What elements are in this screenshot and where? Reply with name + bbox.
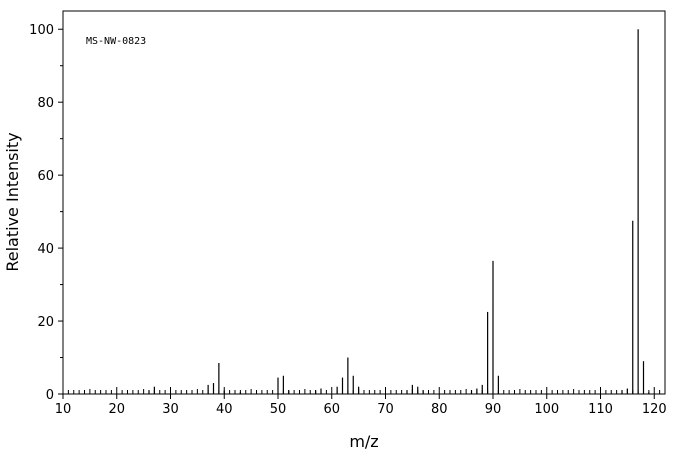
y-tick-label: 20 <box>37 315 54 330</box>
y-tick-label: 0 <box>46 388 54 403</box>
y-axis-ticks: 0 20 40 60 80 100 <box>29 23 63 403</box>
x-tick-label: 80 <box>431 402 448 417</box>
y-axis-title: Relative Intensity <box>3 132 22 271</box>
x-tick-label: 20 <box>108 402 125 417</box>
x-tick-label: 90 <box>485 402 502 417</box>
y-tick-label: 60 <box>37 169 54 184</box>
x-tick-label: 60 <box>323 402 340 417</box>
x-tick-label: 50 <box>270 402 287 417</box>
x-tick-label: 120 <box>642 402 667 417</box>
spectrum-annotation: MS-NW-0823 <box>86 36 146 47</box>
plot-frame <box>62 10 666 395</box>
y-tick-label: 80 <box>37 96 54 111</box>
y-tick-label: 40 <box>37 242 54 257</box>
peak-bars <box>148 29 650 394</box>
x-axis-title: m/z <box>349 432 378 451</box>
x-tick-label: 110 <box>588 402 613 417</box>
x-tick-label: 30 <box>162 402 179 417</box>
x-tick-label: 70 <box>377 402 394 417</box>
y-tick-label: 100 <box>29 23 54 38</box>
x-axis-ticks: 10 20 30 40 50 60 70 80 90 100 110 120 <box>55 387 667 417</box>
x-tick-label: 100 <box>534 402 559 417</box>
x-tick-label: 10 <box>55 402 72 417</box>
x-tick-label: 40 <box>216 402 233 417</box>
